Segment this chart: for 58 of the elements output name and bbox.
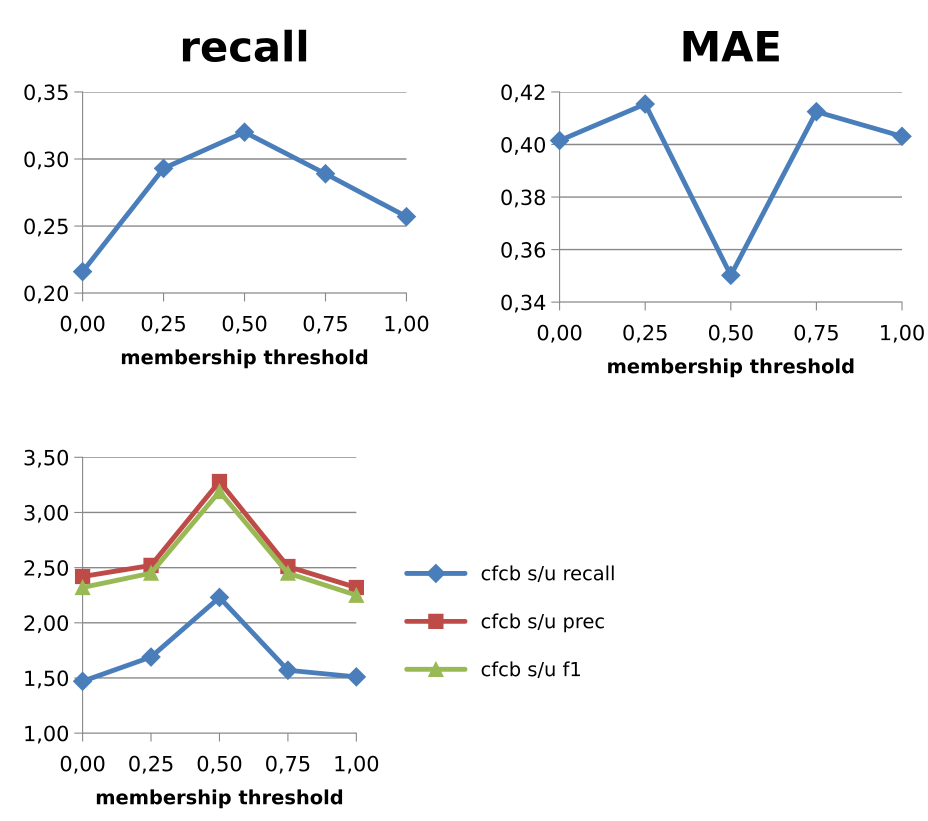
x-tick-label: 1,00: [881, 324, 924, 343]
point: [73, 262, 92, 282]
y-tick-label: 0,34: [501, 294, 546, 312]
point: [280, 566, 296, 581]
chart-title: MAE: [684, 31, 779, 62]
x-tick-label: 0,25: [129, 756, 172, 774]
point: [348, 588, 364, 603]
point: [396, 207, 416, 226]
x-tick-label: 0,50: [708, 324, 753, 343]
point: [143, 566, 159, 581]
x-tick-label: 1,00: [335, 756, 378, 774]
x-tick-label: 0,50: [198, 756, 242, 774]
legend-label: cfcb s/u prec: [482, 613, 604, 632]
legend-label: cfcb s/u recall: [482, 565, 614, 582]
point: [806, 102, 826, 122]
y-tick-label: 0,30: [24, 151, 68, 170]
point: [721, 266, 740, 285]
y-tick-label: 1,00: [25, 726, 68, 744]
point: [154, 158, 174, 178]
x-tick-label: 0,00: [60, 316, 104, 334]
y-tick-label: 0,25: [24, 218, 68, 236]
y-tick-label: 1,50: [25, 670, 68, 688]
y-tick-label: 3,50: [24, 450, 68, 468]
y-tick-label: 0,38: [501, 189, 545, 208]
point: [550, 131, 570, 150]
point: [278, 660, 298, 680]
y-tick-label: 0,35: [24, 84, 68, 102]
x-tick-label: 0,75: [304, 316, 347, 334]
x-tick-label: 0,25: [142, 316, 185, 334]
y-tick-label: 0,36: [501, 242, 546, 260]
point: [212, 484, 228, 500]
y-tick-label: 2,50: [24, 560, 68, 578]
y-tick-label: 0,40: [501, 136, 546, 155]
x-axis-title: membership threshold: [96, 789, 342, 808]
point: [636, 94, 655, 114]
point: [346, 667, 366, 686]
y-tick-label: 2,00: [24, 615, 68, 634]
y-tick-label: 0,20: [24, 286, 68, 304]
x-tick-label: 0,00: [60, 756, 104, 774]
y-tick-label: 0,42: [501, 84, 544, 102]
point: [234, 122, 254, 142]
point: [73, 672, 92, 691]
point: [210, 588, 230, 607]
point: [892, 126, 912, 146]
chart-title: recall: [182, 30, 306, 62]
y-tick-label: 3,00: [24, 504, 68, 523]
x-tick-label: 0,75: [266, 756, 310, 774]
x-tick-label: 0,75: [794, 324, 838, 343]
legend-label: cfcb s/u f1: [482, 661, 580, 678]
point: [316, 164, 336, 184]
x-tick-label: 1,00: [386, 316, 428, 334]
x-axis-title: membership threshold: [122, 349, 368, 368]
x-tick-label: 0,50: [222, 316, 266, 334]
x-tick-label: 0,00: [538, 324, 582, 343]
x-axis-title: membership threshold: [608, 358, 854, 378]
point: [74, 580, 90, 596]
point: [142, 647, 161, 667]
x-tick-label: 0,25: [623, 324, 667, 343]
